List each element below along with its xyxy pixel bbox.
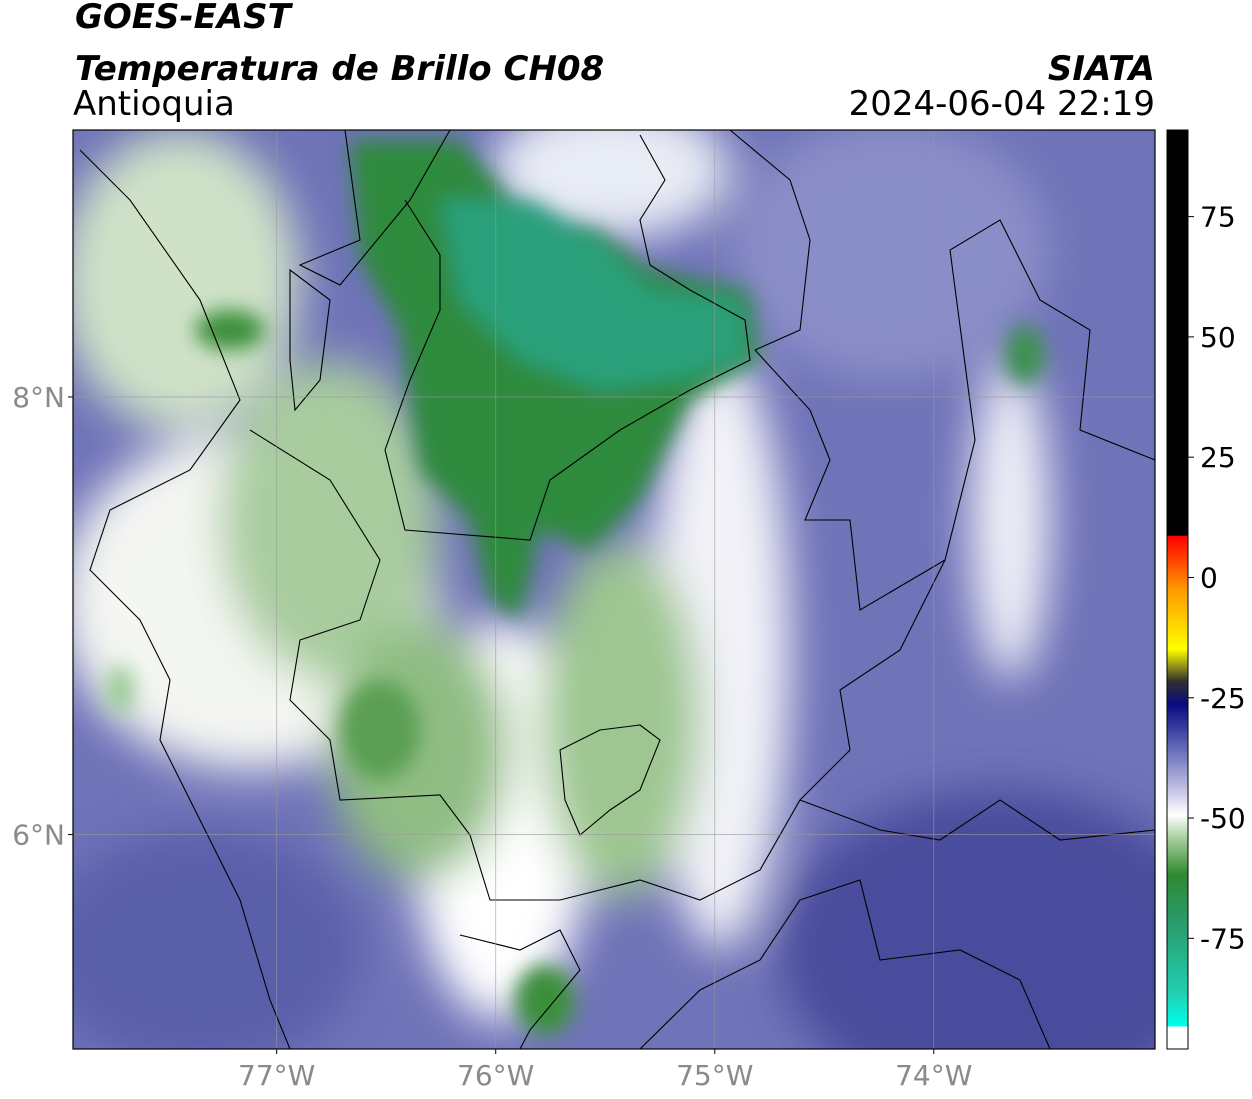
graticule (73, 130, 1155, 1049)
region: Antioquia (73, 84, 235, 124)
subtitle: Temperatura de Brillo CH08 (75, 49, 604, 89)
datetime: 2024-06-04 22:19 (849, 84, 1155, 124)
colorbar-tick-label: 0 (1200, 561, 1218, 594)
title: GOES-EAST (75, 0, 294, 37)
colorbar-tick-label: -50 (1200, 802, 1246, 835)
source: SIATA (1048, 49, 1155, 89)
x-tick-label: 77°W (238, 1059, 315, 1092)
colorbar-tick-label: -75 (1200, 922, 1246, 955)
y-tick-label: 6°N (12, 819, 65, 852)
x-tick-label: 75°W (676, 1059, 753, 1092)
satellite-image (73, 130, 1155, 1049)
borders (79, 130, 1155, 1049)
colorbar-tick-label: 75 (1200, 201, 1236, 234)
x-tick-label: 74°W (895, 1059, 972, 1092)
colorbar-tick-label: 25 (1200, 441, 1236, 474)
map-frame (72, 129, 1156, 1050)
x-tick-label: 76°W (457, 1059, 534, 1092)
y-tick-label: 8°N (12, 381, 65, 414)
colorbar (1166, 129, 1189, 1050)
colorbar-tick-label: -25 (1200, 682, 1246, 715)
colorbar-tick-label: 50 (1200, 321, 1236, 354)
